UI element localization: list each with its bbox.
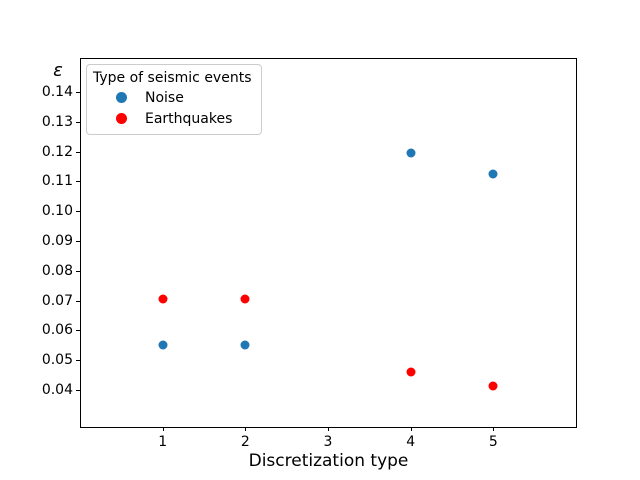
y-tick-label: 0.08	[41, 262, 73, 279]
y-tick-mark	[76, 300, 80, 302]
scatter-point-noise	[406, 148, 416, 158]
scatter-point-earthquakes	[488, 381, 498, 391]
y-tick-label: 0.05	[41, 352, 73, 369]
y-tick-label: 0.13	[41, 113, 73, 130]
earthquakes-marker-icon	[116, 113, 127, 124]
legend-label-earthquakes: Earthquakes	[145, 110, 233, 127]
x-tick-label: 3	[323, 434, 333, 450]
x-tick-label: 1	[158, 434, 168, 450]
legend: Type of seismic events Noise Earthquakes	[86, 64, 262, 135]
y-tick-label: 0.04	[41, 382, 73, 399]
scatter-point-earthquakes	[240, 294, 250, 304]
x-tick-label: 4	[406, 434, 416, 450]
x-tick-label: 5	[488, 434, 498, 450]
legend-title: Type of seismic events	[93, 70, 252, 86]
y-tick-mark	[76, 151, 80, 153]
x-tick-mark	[410, 427, 412, 431]
y-tick-label: 0.07	[41, 292, 73, 309]
x-tick-label: 2	[240, 434, 250, 450]
y-tick-mark	[76, 121, 80, 123]
y-tick-mark	[76, 241, 80, 242]
noise-marker-icon	[116, 92, 127, 103]
y-tick-mark	[76, 270, 80, 272]
y-tick-mark	[76, 390, 80, 392]
y-tick-mark	[76, 360, 80, 362]
y-tick-mark	[76, 181, 80, 183]
y-tick-mark	[76, 91, 80, 93]
legend-entry-earthquakes: Earthquakes	[93, 108, 255, 129]
scatter-point-noise	[488, 169, 498, 179]
x-axis-label: Discretization type	[248, 451, 409, 471]
y-tick-label: 0.11	[41, 173, 73, 190]
legend-entry-noise: Noise	[93, 87, 255, 108]
x-tick-mark	[245, 427, 247, 431]
y-tick-label: 0.12	[41, 143, 73, 160]
y-tick-label: 0.09	[41, 233, 73, 249]
x-tick-mark	[493, 427, 495, 431]
scatter-point-earthquakes	[158, 294, 168, 304]
y-tick-mark	[76, 330, 80, 332]
y-axis-label: ε	[53, 60, 63, 81]
y-tick-label: 0.10	[41, 203, 73, 220]
y-tick-label: 0.14	[41, 83, 73, 100]
y-tick-label: 0.06	[41, 322, 73, 339]
scatter-point-noise	[240, 340, 250, 350]
legend-label-noise: Noise	[145, 89, 184, 106]
scatter-point-earthquakes	[406, 367, 416, 377]
x-tick-mark	[328, 427, 329, 431]
scatter-point-noise	[158, 340, 168, 350]
x-tick-mark	[162, 427, 164, 431]
y-tick-mark	[76, 211, 80, 213]
